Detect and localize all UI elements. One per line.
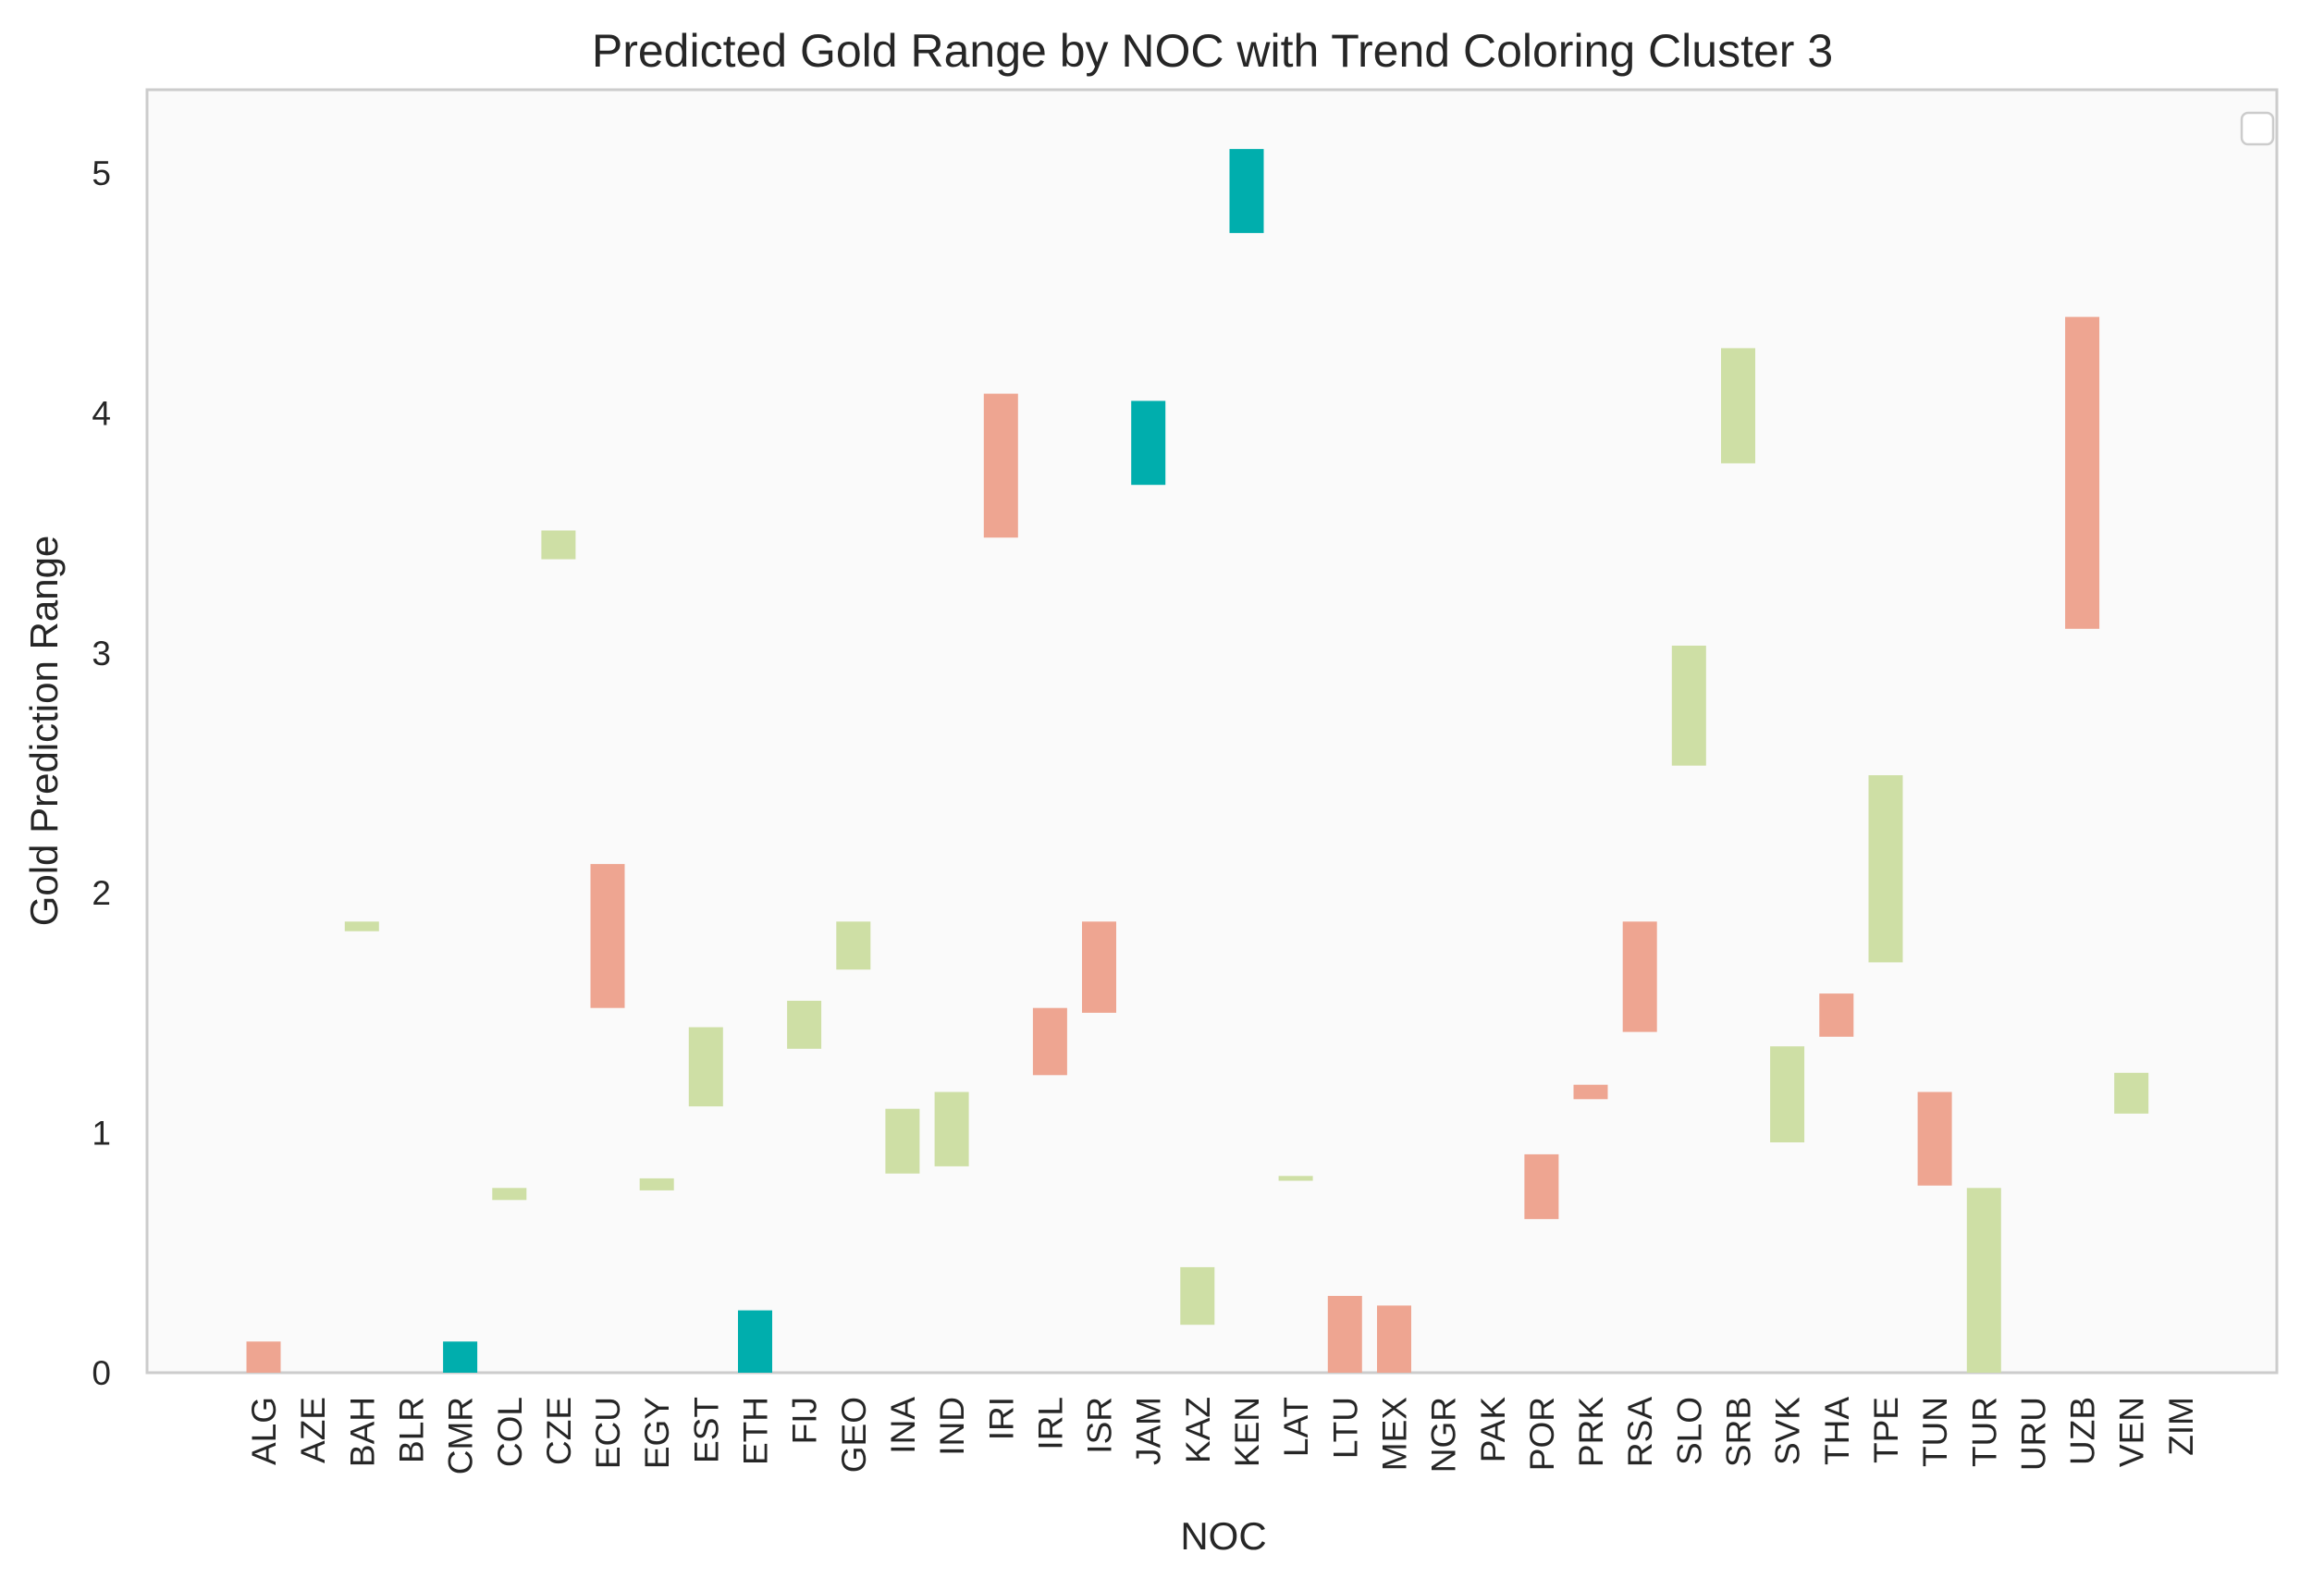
bar-ltu bbox=[1327, 1296, 1362, 1373]
bar-cmr bbox=[443, 1341, 478, 1373]
x-tick-label-por: POR bbox=[1523, 1397, 1561, 1471]
x-tick-label-tpe: TPE bbox=[1867, 1397, 1905, 1463]
x-tick-label-ken: KEN bbox=[1228, 1397, 1266, 1467]
y-tick-labels: 0 1 2 3 4 5 bbox=[92, 154, 111, 1392]
x-tick-label-cze: CZE bbox=[540, 1397, 578, 1465]
bar-fij bbox=[787, 1000, 822, 1049]
bar-jam bbox=[1131, 401, 1166, 486]
x-tick-label-blr: BLR bbox=[392, 1397, 430, 1463]
bar-ina bbox=[885, 1108, 920, 1174]
x-tick-label-isr: ISR bbox=[1081, 1397, 1119, 1454]
x-tick-label-tur: TUR bbox=[1965, 1397, 2003, 1467]
x-tick-label-ven: VEN bbox=[2113, 1397, 2151, 1467]
bar-mex bbox=[1377, 1305, 1411, 1373]
x-tick-label-uzb: UZB bbox=[2064, 1397, 2102, 1465]
x-tick-label-tun: TUN bbox=[1916, 1397, 1954, 1467]
bar-prk bbox=[1573, 1084, 1608, 1100]
bar-bah bbox=[344, 921, 379, 931]
bar-eth bbox=[738, 1310, 772, 1373]
bar-lat bbox=[1278, 1176, 1313, 1181]
x-tick-label-jam: JAM bbox=[1130, 1397, 1168, 1465]
bar-cze bbox=[541, 530, 576, 560]
x-tick-label-aze: AZE bbox=[294, 1397, 332, 1463]
x-tick-label-kaz: KAZ bbox=[1179, 1397, 1217, 1463]
bar-iri bbox=[983, 393, 1018, 538]
x-tick-label-cmr: CMR bbox=[442, 1397, 480, 1474]
bar-egy bbox=[639, 1178, 674, 1190]
bar-svk bbox=[1770, 1046, 1805, 1142]
x-tick-label-fij: FIJ bbox=[786, 1397, 824, 1444]
bars-layer bbox=[246, 149, 2149, 1373]
bar-slo bbox=[1671, 646, 1706, 766]
x-tick-label-col: COL bbox=[491, 1397, 529, 1467]
y-tick-label: 3 bbox=[92, 635, 111, 672]
bar-por bbox=[1524, 1153, 1559, 1219]
x-tick-label-zim: ZIM bbox=[2162, 1397, 2200, 1456]
bar-ken bbox=[1229, 149, 1264, 233]
y-tick-label: 4 bbox=[92, 394, 111, 432]
x-tick-label-slo: SLO bbox=[1670, 1397, 1708, 1465]
x-tick-label-iri: IRI bbox=[982, 1397, 1020, 1440]
x-tick-label-ind: IND bbox=[933, 1397, 971, 1456]
y-tick-label: 2 bbox=[92, 874, 111, 912]
x-tick-label-lat: LAT bbox=[1277, 1397, 1315, 1457]
x-tick-label-ngr: NGR bbox=[1425, 1397, 1463, 1473]
bar-tun bbox=[1917, 1092, 1952, 1186]
plot-area bbox=[145, 88, 2279, 1375]
chart-title: Predicted Gold Range by NOC with Trend C… bbox=[592, 25, 1833, 77]
bar-ven bbox=[2114, 1072, 2149, 1114]
x-tick-label-ecu: ECU bbox=[589, 1397, 627, 1469]
bar-ind bbox=[934, 1092, 969, 1166]
x-tick-label-mex: MEX bbox=[1376, 1397, 1414, 1471]
x-tick-label-pak: PAK bbox=[1474, 1397, 1512, 1463]
bar-ecu bbox=[590, 864, 625, 1008]
x-tick-label-svk: SVK bbox=[1769, 1397, 1807, 1465]
bar-srb bbox=[1721, 348, 1755, 463]
x-tick-label-geo: GEO bbox=[835, 1397, 873, 1473]
x-tick-label-bah: BAH bbox=[343, 1397, 381, 1467]
x-tick-label-alg: ALG bbox=[245, 1397, 283, 1465]
x-tick-label-rsa: RSA bbox=[1621, 1397, 1659, 1467]
y-axis-label: Gold Prediction Range bbox=[22, 536, 66, 927]
x-tick-label-eth: ETH bbox=[737, 1397, 775, 1465]
legend-box bbox=[2240, 111, 2275, 146]
y-tick-label: 5 bbox=[92, 154, 111, 192]
bar-isr bbox=[1082, 921, 1116, 1013]
bar-irl bbox=[1032, 1007, 1067, 1076]
bar-rsa bbox=[1622, 921, 1657, 1032]
bar-kaz bbox=[1180, 1266, 1215, 1326]
x-tick-label-srb: SRB bbox=[1720, 1397, 1758, 1467]
bar-tha bbox=[1819, 993, 1854, 1037]
x-tick-labels: ALG AZE BAH BLR CMR COL CZE ECU EGY EST ETH FIJ GEO I… bbox=[245, 1397, 2200, 1475]
y-tick-label: 0 bbox=[92, 1354, 111, 1392]
bar-uzb bbox=[2065, 316, 2100, 629]
x-tick-label-prk: PRK bbox=[1572, 1397, 1610, 1467]
y-tick-label: 1 bbox=[92, 1115, 111, 1153]
bar-tpe bbox=[1868, 775, 1903, 963]
bar-col bbox=[492, 1188, 527, 1201]
x-tick-label-uru: URU bbox=[2014, 1397, 2052, 1471]
bar-geo bbox=[836, 921, 871, 970]
bar-est bbox=[688, 1027, 723, 1107]
x-axis-label: NOC bbox=[1180, 1514, 1266, 1558]
x-tick-label-tha: THA bbox=[1818, 1397, 1856, 1465]
bar-tur bbox=[1966, 1188, 2001, 1373]
x-tick-label-ltu: LTU bbox=[1326, 1397, 1364, 1459]
bar-alg bbox=[246, 1341, 281, 1373]
x-tick-label-est: EST bbox=[687, 1397, 725, 1463]
x-tick-label-egy: EGY bbox=[638, 1397, 676, 1469]
x-tick-label-irl: IRL bbox=[1031, 1397, 1069, 1450]
x-tick-label-ina: INA bbox=[884, 1397, 922, 1454]
